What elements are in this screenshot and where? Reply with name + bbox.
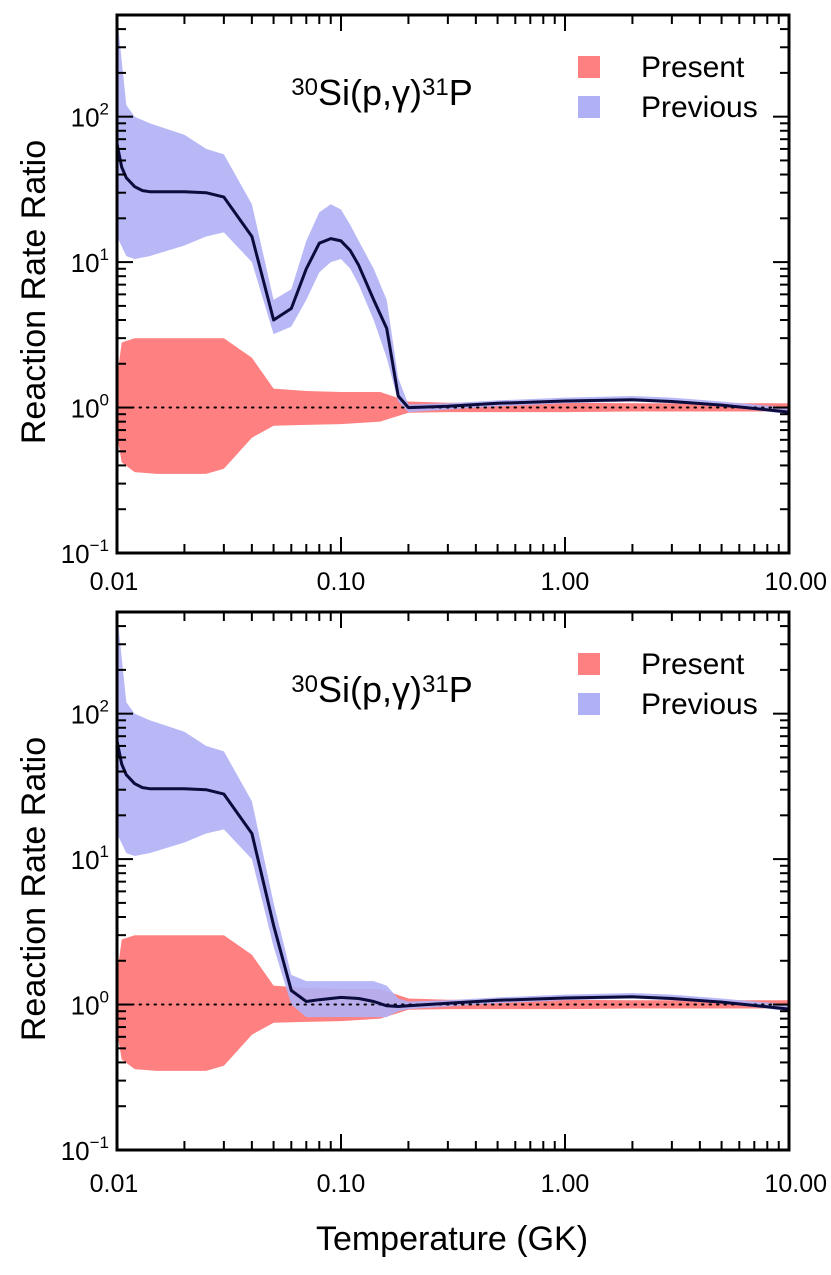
band-previous — [117, 15, 789, 415]
y-axis-label: Reaction Rate Ratio — [15, 737, 53, 1041]
y-axis-label: Reaction Rate Ratio — [15, 140, 53, 444]
legend-swatch-previous — [578, 96, 600, 118]
x-tick-label: 0.01 — [90, 1170, 139, 1198]
band-previous — [117, 612, 789, 1018]
y-tick-label: 102 — [71, 100, 109, 133]
reaction-title: 30Si(p,γ)31P — [291, 72, 472, 113]
legend-label-previous: Previous — [641, 91, 758, 124]
plot-area — [117, 15, 789, 474]
legend-swatch-present — [578, 653, 600, 675]
x-tick-label: 0.10 — [317, 1170, 366, 1198]
reaction-title: 30Si(p,γ)31P — [291, 669, 472, 710]
legend-label-present: Present — [641, 648, 745, 681]
legend-label-previous: Previous — [641, 688, 758, 721]
chart-panel-1: 0.01 0.10 1.00 10.00 10−1 100 101 102 Reaction R… — [15, 13, 827, 596]
x-tick-label: 1.00 — [541, 568, 590, 596]
y-tick-label: 101 — [71, 842, 109, 875]
y-tick-label: 10−1 — [61, 1133, 109, 1166]
x-tick-label: 1.00 — [541, 1170, 590, 1198]
chart-panel-2: 0.01 0.10 1.00 10.00 10−1 100 101 102 Reaction R… — [15, 610, 827, 1198]
median-line — [117, 143, 789, 414]
median-line — [117, 740, 789, 1011]
x-axis-label: Temperature (GK) — [316, 1220, 588, 1258]
legend-swatch-previous — [578, 693, 600, 715]
y-tick-label: 100 — [71, 988, 109, 1021]
plot-area — [117, 612, 789, 1071]
y-tick-label: 100 — [71, 391, 109, 424]
legend-label-present: Present — [641, 51, 745, 84]
x-tick-label: 10.00 — [764, 568, 827, 596]
y-tick-label: 10−1 — [61, 536, 109, 569]
x-tick-label: 0.10 — [317, 568, 366, 596]
legend-swatch-present — [578, 56, 600, 78]
y-tick-label: 102 — [71, 697, 109, 730]
x-tick-label: 10.00 — [764, 1170, 827, 1198]
y-tick-label: 101 — [71, 245, 109, 278]
x-tick-label: 0.01 — [90, 568, 139, 596]
